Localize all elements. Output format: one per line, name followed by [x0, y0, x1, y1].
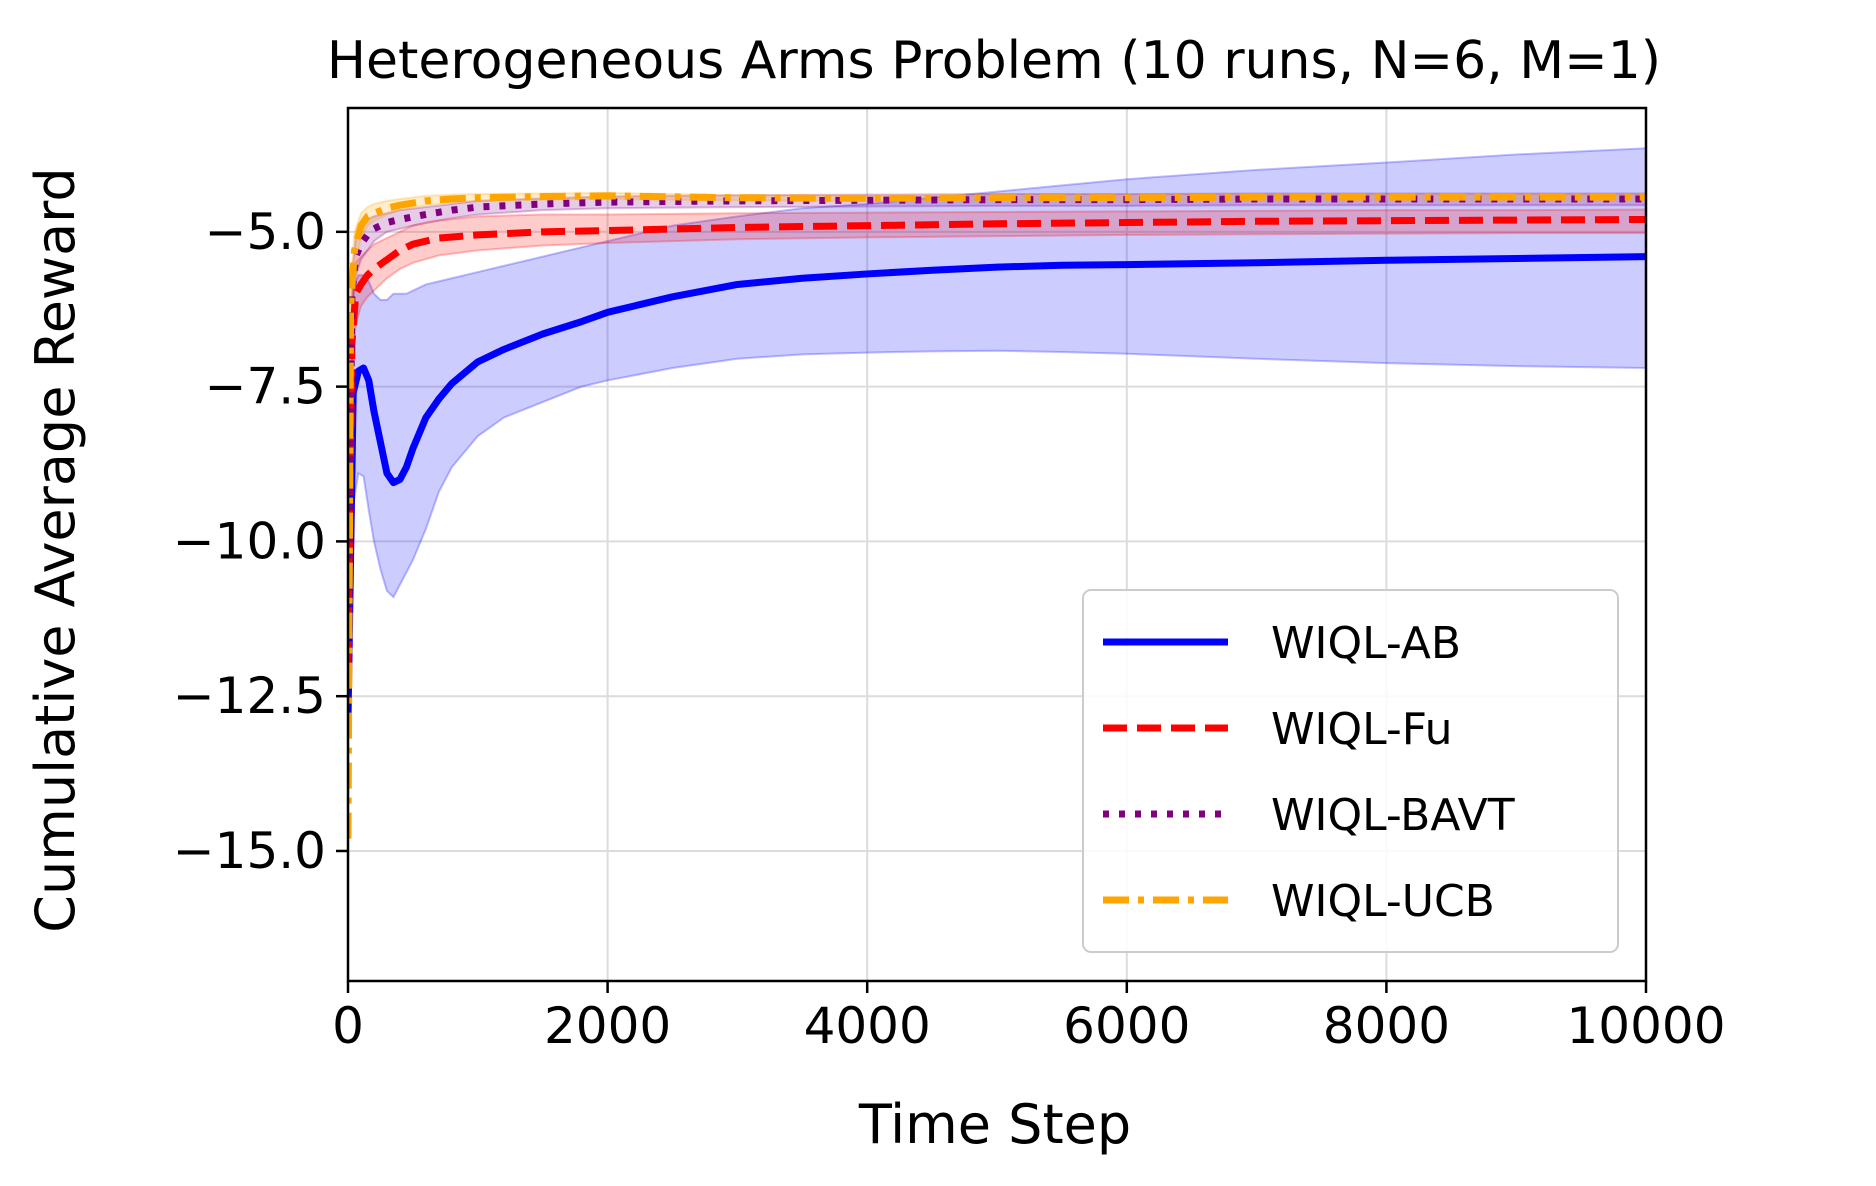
legend-label-wiql-bavt: WIQL-BAVT: [1271, 790, 1515, 841]
plot-area: 0 2000 4000 6000 8000 10000 −5.0 −7.5 −10.0 −12.5…: [173, 106, 1726, 1055]
series-line-wiql-fu: [348, 215, 1646, 666]
x-tick-label: 6000: [1063, 997, 1190, 1055]
series-line-wiql-ab: [348, 253, 1646, 722]
x-axis: 0 2000 4000 6000 8000 10000: [332, 981, 1726, 1055]
series-line-wiql-ucb: [348, 192, 1646, 839]
x-tick-label: 8000: [1323, 997, 1450, 1055]
legend-label-wiql-ucb: WIQL-UCB: [1271, 876, 1495, 927]
x-tick-label: 4000: [804, 997, 931, 1055]
legend: WIQL-AB WIQL-Fu WIQL-BAVT WIQL-UCB: [1082, 589, 1619, 953]
confidence-band-wiql-bavt: [348, 192, 1646, 703]
confidence-band-wiql-ab: [348, 147, 1646, 721]
legend-box: [1082, 589, 1619, 953]
confidence-band-wiql-ucb: [348, 191, 1646, 839]
x-tick-label: 10000: [1566, 997, 1725, 1055]
series-layer: [348, 147, 1646, 839]
y-tick-label: −5.0: [205, 203, 326, 261]
legend-label-wiql-ab: WIQL-AB: [1271, 618, 1461, 669]
y-tick-label: −12.5: [173, 667, 326, 725]
confidence-band-wiql-fu: [348, 208, 1646, 666]
y-tick-label: −7.5: [205, 358, 326, 416]
chart-title: Heterogeneous Arms Problem (10 runs, N=6…: [327, 31, 1661, 91]
plot-frame: [346, 106, 1648, 983]
x-tick-label: 2000: [544, 997, 671, 1055]
legend-label-wiql-fu: WIQL-Fu: [1271, 704, 1453, 755]
y-axis-title: Cumulative Average Reward: [24, 167, 87, 932]
x-axis-title: Time Step: [858, 1093, 1131, 1156]
y-axis: −5.0 −7.5 −10.0 −12.5 −15.0: [173, 203, 348, 880]
y-tick-label: −10.0: [173, 512, 326, 570]
x-tick-label: 0: [332, 997, 364, 1055]
y-tick-label: −15.0: [173, 822, 326, 880]
